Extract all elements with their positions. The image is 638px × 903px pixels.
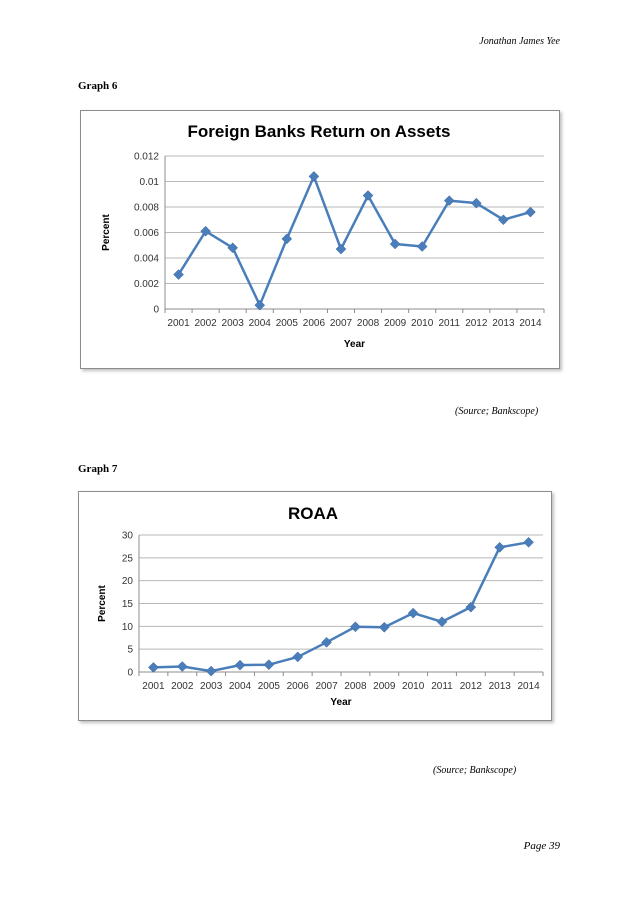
x-tick-label: 2012: [465, 318, 488, 329]
series-line: [153, 541, 529, 673]
x-axis-title: Year: [330, 697, 351, 708]
graph-6-source: (Source; Bankscope): [455, 406, 539, 417]
data-point: [335, 243, 347, 255]
graph-7-source: (Source; Bankscope): [433, 765, 517, 776]
data-point: [378, 621, 390, 633]
x-tick-label: 2002: [194, 318, 217, 329]
data-point: [308, 171, 320, 182]
x-tick-label: 2008: [344, 681, 367, 692]
data-point: [525, 206, 536, 218]
data-point: [443, 195, 455, 206]
y-tick-label: 0.008: [134, 203, 159, 214]
data-point: [148, 662, 159, 673]
data-point: [465, 601, 477, 613]
y-tick-label: 10: [122, 622, 134, 633]
y-tick-label: 0.01: [140, 177, 160, 188]
x-tick-label: 2014: [517, 681, 540, 692]
y-tick-label: 15: [122, 599, 134, 610]
x-tick-label: 2008: [357, 318, 380, 329]
x-tick-label: 2005: [258, 681, 281, 692]
x-tick-label: 2007: [330, 318, 353, 329]
x-tick-label: 2002: [171, 681, 194, 692]
x-tick-label: 2011: [431, 681, 453, 692]
data-point: [494, 541, 506, 553]
graph-7-chart-svg: ROAA 0 5 10 15 20 25 30 2001 2002 2003 2004 2005 2006…: [97, 504, 544, 708]
chart-title: Foreign Banks Return on Assets: [188, 122, 451, 141]
y-tick-label: 30: [122, 531, 134, 542]
y-axis-title: Percent: [101, 213, 112, 250]
data-point: [321, 636, 332, 648]
graph-7-label: Graph 7: [78, 463, 118, 475]
graph-6-label: Graph 6: [78, 80, 118, 92]
series-line: [177, 175, 531, 307]
header-author: Jonathan James Yee: [479, 36, 560, 47]
data-point: [176, 661, 188, 672]
data-point: [227, 242, 239, 254]
x-tick-label: 2003: [200, 681, 223, 692]
x-tick-label: 2013: [492, 318, 515, 329]
x-tick-label: 2009: [373, 681, 396, 692]
data-point: [407, 607, 419, 619]
data-point: [523, 536, 534, 548]
data-point: [436, 616, 448, 628]
chart-title: ROAA: [288, 504, 338, 523]
page-number: Page 39: [523, 840, 560, 852]
x-tick-label: 2012: [460, 681, 483, 692]
data-point: [362, 190, 374, 201]
x-tick-label: 2014: [519, 318, 542, 329]
data-point: [205, 665, 217, 677]
x-tick-label: 2010: [411, 318, 434, 329]
x-tick-label: 2006: [287, 681, 310, 692]
x-axis-title: Year: [344, 339, 365, 350]
data-point: [234, 659, 246, 671]
graph-6-chart: Foreign Banks Return on Assets 0 0.002 0.00…: [80, 110, 560, 369]
x-tick-label: 2010: [402, 681, 425, 692]
y-tick-label: 5: [127, 645, 133, 656]
x-tick-label: 2006: [303, 318, 326, 329]
data-point: [498, 214, 509, 226]
x-tick-label: 2004: [249, 318, 272, 329]
x-tick-label: 2005: [276, 318, 299, 329]
y-tick-label: 0.004: [134, 254, 159, 265]
data-point: [292, 651, 304, 663]
y-tick-label: 0.002: [134, 279, 159, 290]
graph-6-chart-svg: Foreign Banks Return on Assets 0 0.002 0.00…: [101, 122, 545, 350]
data-point: [416, 241, 428, 252]
x-tick-label: 2013: [489, 681, 512, 692]
graph-7-chart: ROAA 0 5 10 15 20 25 30 2001 2002 2003 2004 2005 2006…: [78, 491, 552, 721]
y-tick-label: 0.006: [134, 228, 159, 239]
y-tick-label: 20: [122, 576, 134, 587]
data-point: [281, 233, 293, 245]
data-point: [389, 238, 401, 250]
x-tick-label: 2001: [142, 681, 165, 692]
x-tick-label: 2007: [315, 681, 338, 692]
data-point: [254, 299, 266, 311]
y-tick-label: 0: [153, 305, 159, 316]
x-tick-label: 2009: [384, 318, 407, 329]
y-axis-title: Percent: [97, 584, 108, 621]
data-point: [470, 197, 482, 209]
data-point: [350, 621, 361, 633]
x-tick-label: 2011: [438, 318, 460, 329]
x-tick-label: 2003: [222, 318, 245, 329]
data-point: [200, 225, 211, 237]
data-point: [173, 269, 184, 280]
x-tick-label: 2004: [229, 681, 252, 692]
y-tick-label: 0: [127, 668, 133, 679]
x-tick-label: 2001: [167, 318, 190, 329]
y-tick-label: 25: [122, 553, 134, 564]
y-tick-label: 0.012: [134, 152, 159, 163]
data-point: [263, 659, 275, 671]
